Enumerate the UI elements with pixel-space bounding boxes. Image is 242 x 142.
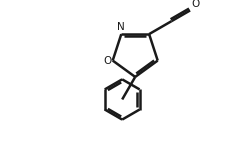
Text: O: O [191, 0, 200, 9]
Text: O: O [103, 56, 111, 66]
Text: N: N [117, 22, 125, 32]
